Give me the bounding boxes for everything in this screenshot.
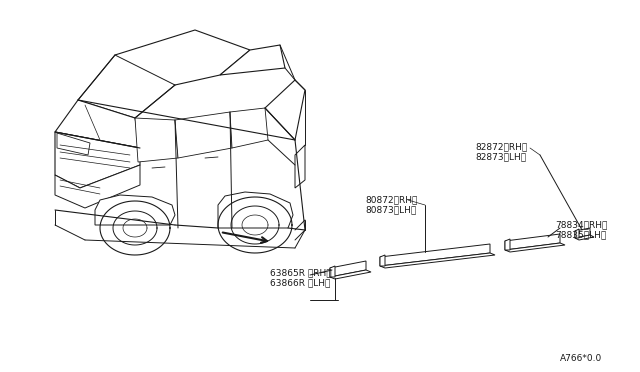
Polygon shape (265, 80, 305, 140)
Polygon shape (505, 234, 560, 250)
Polygon shape (575, 229, 579, 238)
Polygon shape (175, 112, 232, 158)
Polygon shape (380, 244, 490, 266)
Polygon shape (57, 133, 90, 155)
Text: 80873〈LH〉: 80873〈LH〉 (365, 205, 416, 214)
Text: 78835〈LH〉: 78835〈LH〉 (555, 230, 606, 239)
Polygon shape (55, 100, 140, 148)
Polygon shape (218, 192, 293, 228)
Text: 82872〈RH〉: 82872〈RH〉 (475, 142, 527, 151)
Polygon shape (110, 30, 250, 85)
Text: 78834〈RH〉: 78834〈RH〉 (555, 220, 607, 229)
Text: 82873〈LH〉: 82873〈LH〉 (475, 152, 526, 161)
Polygon shape (55, 132, 140, 188)
Polygon shape (78, 55, 175, 118)
Polygon shape (330, 270, 371, 279)
Polygon shape (55, 165, 140, 208)
Text: 63866R 〈LH〉: 63866R 〈LH〉 (270, 278, 330, 287)
Polygon shape (380, 255, 385, 266)
Polygon shape (330, 266, 335, 277)
Polygon shape (220, 45, 285, 75)
Polygon shape (505, 239, 510, 250)
Polygon shape (505, 243, 565, 252)
Polygon shape (380, 253, 495, 268)
Polygon shape (135, 118, 178, 162)
Polygon shape (330, 261, 366, 277)
Polygon shape (575, 235, 594, 240)
Polygon shape (95, 195, 175, 225)
Text: 63865R 〈RH〉: 63865R 〈RH〉 (270, 268, 332, 277)
Polygon shape (230, 108, 268, 148)
Polygon shape (295, 145, 305, 188)
Text: A766*0.0: A766*0.0 (560, 354, 602, 363)
Polygon shape (575, 228, 590, 238)
Text: 80872〈RH〉: 80872〈RH〉 (365, 195, 417, 204)
